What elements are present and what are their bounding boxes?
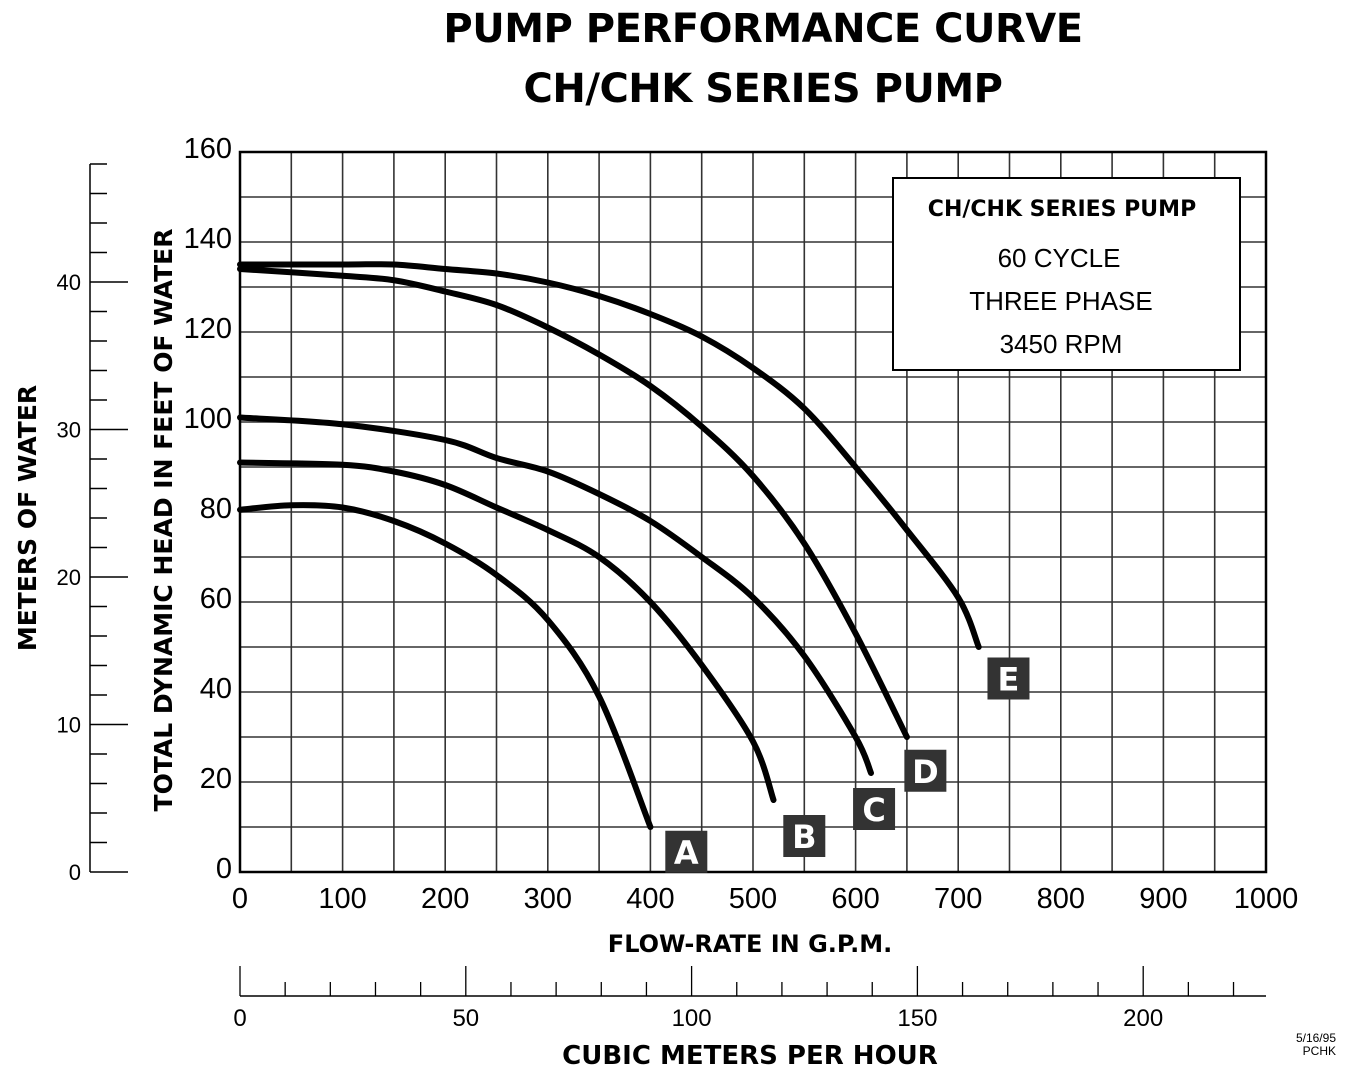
y-tick-label: 80 [200,493,232,525]
series-label-d: D [904,749,947,792]
revision-date: 5/16/95 [1295,1031,1336,1045]
series-label-box [987,657,1030,700]
series-label-box [853,788,896,830]
y-tick-label: 100 [184,403,232,435]
curve-c [237,414,874,776]
cubic-meters-tick-label: 200 [1123,1005,1163,1032]
x-tick-label: 400 [626,883,674,915]
x-tick-label: 0 [232,883,248,915]
x-tick-label: 900 [1139,883,1187,915]
secondary-x-axis-title: CUBIC METERS PER HOUR [562,1041,938,1070]
plot-frame [238,150,1268,874]
chart-title: PUMP PERFORMANCE CURVE [443,6,1083,52]
legend-frame [892,177,1241,371]
meters-tick-label: 20 [57,565,81,590]
legend-line-phase: THREE PHASE [969,286,1153,316]
series-label-text: C [862,791,885,829]
y-tick-label: 140 [184,223,232,255]
secondary-y-axis-title: METERS OF WATER [13,385,42,651]
cubic-meters-tick-label: 0 [233,1005,246,1032]
series-label-box [783,815,826,857]
y-axis-title: TOTAL DYNAMIC HEAD IN FEET OF WATER [149,229,178,812]
axis-titles: TOTAL DYNAMIC HEAD IN FEET OF WATER METE… [13,229,938,1070]
x-tick-label: 1000 [1234,883,1299,915]
x-axis-title: FLOW-RATE IN G.P.M. [608,930,892,958]
meters-tick-label: 0 [69,860,81,885]
chart-subtitle: CH/CHK SERIES PUMP [523,66,1004,112]
y-tick-label: 0 [216,853,232,885]
series-label-box [904,749,947,792]
legend-box: CH/CHK SERIES PUMP 60 CYCLE THREE PHASE … [892,177,1241,371]
performance-curves [237,261,982,830]
series-label-text: A [674,834,699,872]
series-label-c: C [853,788,896,830]
y-tick-label: 20 [200,763,232,795]
meters-tick-label: 40 [57,270,81,295]
meters-tick-label: 10 [57,713,81,738]
x-tick-label: 200 [421,883,469,915]
series-label-a: A [665,830,708,873]
x-tick-label: 800 [1037,883,1085,915]
y-tick-label: 60 [200,583,232,615]
y-tick-label: 120 [184,313,232,345]
axes: 0 100 200 300 400 500 600 700 800 900 100002040608… [57,133,1299,1032]
legend-line-rpm: 3450 RPM [1000,329,1123,359]
cubic-meters-tick-label: 150 [897,1005,937,1032]
cubic-meters-tick-label: 50 [452,1005,479,1032]
series-label-text: B [792,818,816,856]
meters-tick-label: 30 [57,418,81,443]
series-labels: A B CD E [665,657,1030,873]
legend-line-cycle: 60 CYCLE [998,243,1121,273]
series-label-text: E [998,661,1020,699]
x-tick-label: 700 [934,883,982,915]
series-label-box [665,830,708,873]
x-tick-label: 300 [524,883,572,915]
curve-a [237,502,654,830]
curve-e [237,261,982,650]
revision-stamp: 5/16/95 PCHK [1296,1032,1336,1058]
series-label-e: E [987,657,1030,700]
cubic-meters-tick-label: 100 [672,1005,712,1032]
series-label-b: B [783,815,826,857]
revision-code: PCHK [1302,1044,1336,1058]
series-label-text: D [912,753,939,791]
y-tick-label: 160 [184,133,232,165]
x-tick-label: 500 [729,883,777,915]
legend-title: CH/CHK SERIES PUMP [928,197,1196,222]
x-tick-label: 100 [318,883,366,915]
curve-d [237,266,910,740]
curve-b [237,459,777,803]
y-tick-label: 40 [200,673,232,705]
x-tick-label: 600 [831,883,879,915]
